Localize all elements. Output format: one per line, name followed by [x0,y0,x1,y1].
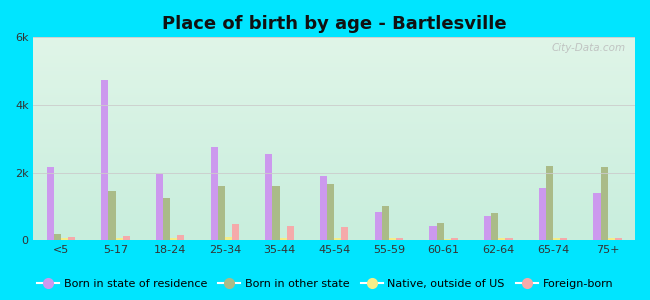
Bar [47,167,54,240]
Bar [334,238,341,240]
Bar [327,184,334,240]
Bar [450,238,458,240]
Bar [218,186,225,240]
Bar [225,237,232,240]
Bar [116,238,123,240]
Bar [232,224,239,240]
Bar [163,198,170,240]
Bar [156,174,163,240]
Bar [608,238,615,240]
Bar [560,238,567,240]
Bar [539,188,546,240]
Bar [389,238,396,240]
Bar [437,223,443,240]
Bar [123,236,130,240]
Bar [382,206,389,240]
Bar [601,167,608,240]
Bar [109,191,116,240]
Bar [553,238,560,240]
Bar [170,238,177,240]
Bar [272,186,280,240]
Bar [430,226,437,240]
Bar [615,238,622,240]
Bar [54,234,61,240]
Bar [320,176,327,240]
Bar [61,238,68,240]
Bar [341,227,348,240]
Bar [177,235,185,240]
Bar [396,238,403,240]
Bar [499,238,506,240]
Bar [68,237,75,240]
Bar [443,239,450,240]
Legend: Born in state of residence, Born in other state, Native, outside of US, Foreign-: Born in state of residence, Born in othe… [35,277,615,291]
Bar [546,166,553,240]
Bar [593,193,601,240]
Bar [287,226,294,240]
Bar [484,217,491,240]
Bar [265,154,272,240]
Bar [280,238,287,240]
Title: Place of birth by age - Bartlesville: Place of birth by age - Bartlesville [162,15,506,33]
Bar [211,147,218,240]
Bar [506,238,512,240]
Bar [101,80,109,240]
Bar [491,213,499,240]
Text: City-Data.com: City-Data.com [552,44,626,53]
Bar [374,212,382,240]
